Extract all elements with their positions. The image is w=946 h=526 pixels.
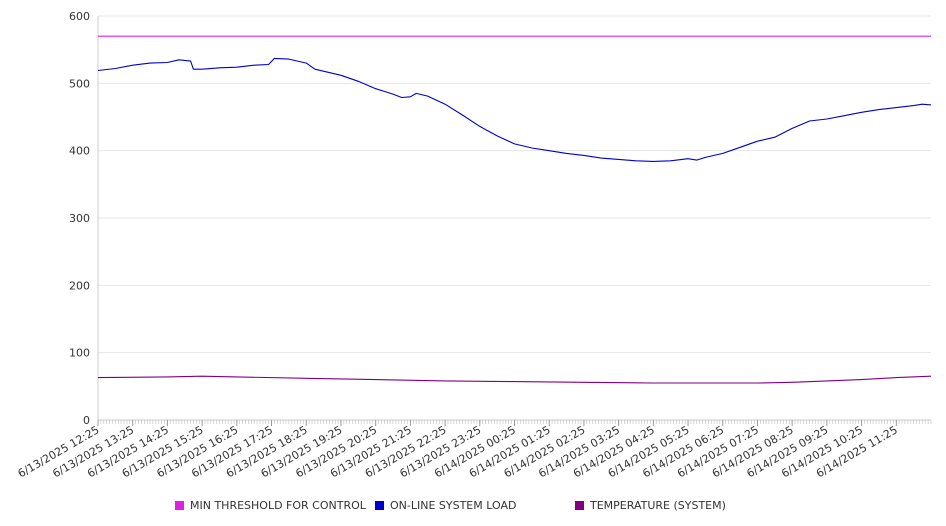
y-tick-label-100: 100 (69, 347, 90, 360)
legend: MIN THRESHOLD FOR CONTROL ON-LINE SYSTEM… (0, 497, 946, 515)
axes (97, 16, 932, 426)
y-tick-label-300: 300 (69, 212, 90, 225)
legend-label-min-threshold: MIN THRESHOLD FOR CONTROL (190, 498, 366, 512)
legend-label-system-load: ON-LINE SYSTEM LOAD (390, 498, 517, 512)
y-tick-labels: 0 100 200 300 400 500 600 (69, 10, 90, 427)
series-line-temperature (97, 375, 932, 384)
legend-swatch-min-threshold (175, 500, 184, 510)
y-tick-label-400: 400 (69, 145, 90, 158)
x-tick-labels: 6/13/2025 12:256/13/2025 13:256/13/2025 … (16, 423, 900, 480)
legend-swatch-system-load (375, 500, 384, 510)
series-line-system-load (97, 57, 932, 162)
y-tick-label-600: 600 (69, 10, 90, 23)
legend-item-temperature[interactable]: TEMPERATURE (SYSTEM) (575, 497, 726, 513)
y-tick-label-200: 200 (69, 279, 90, 292)
legend-swatch-temperature (575, 500, 584, 510)
grid-lines (98, 15, 931, 354)
y-tick-label-0: 0 (83, 414, 90, 427)
legend-label-temperature: TEMPERATURE (SYSTEM) (590, 498, 726, 512)
legend-item-min-threshold[interactable]: MIN THRESHOLD FOR CONTROL (175, 497, 366, 513)
legend-item-system-load[interactable]: ON-LINE SYSTEM LOAD (375, 497, 516, 513)
series-lines (97, 35, 932, 384)
y-tick-label-500: 500 (69, 77, 90, 90)
